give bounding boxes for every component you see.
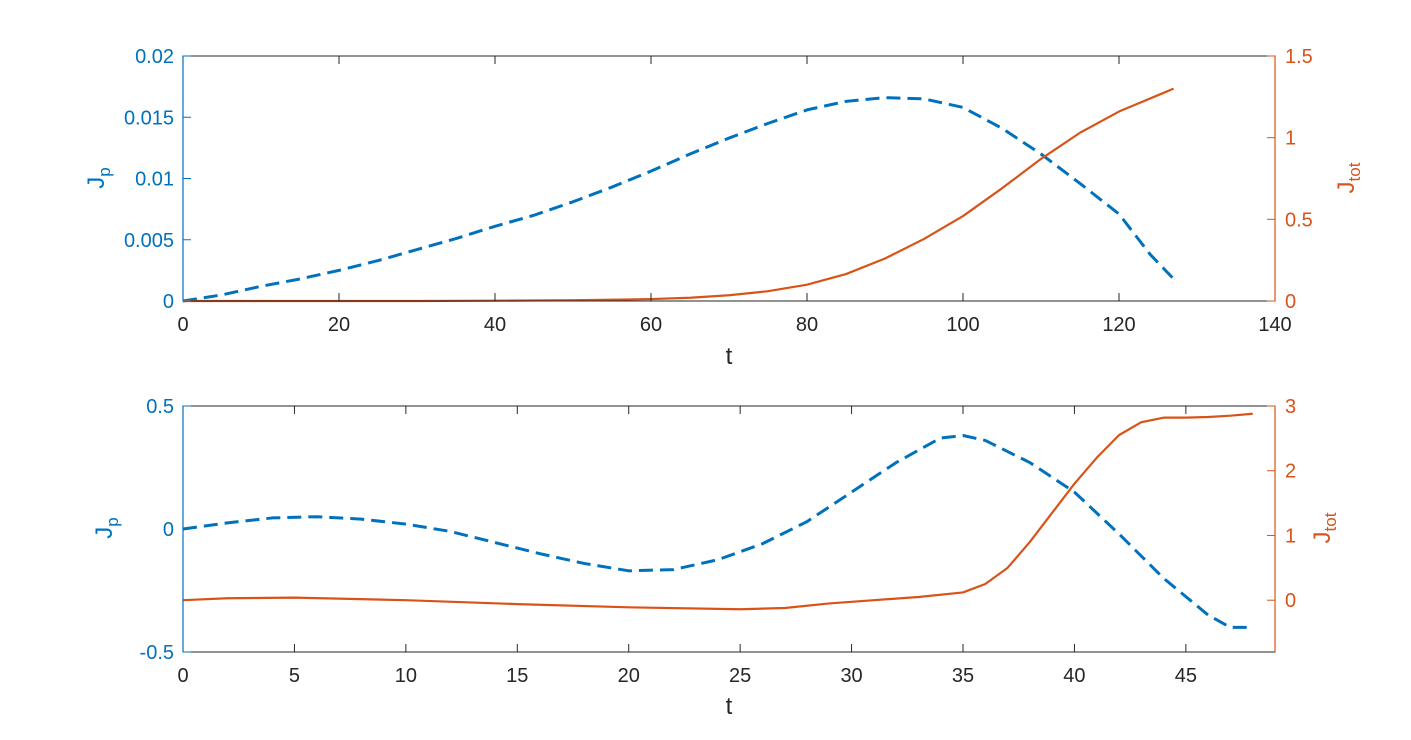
y-axis-right-label: Jtot [1309,512,1340,543]
y-right-tick-label: 1 [1285,128,1296,150]
x-tick-label: 140 [1258,314,1291,336]
y-right-tick-label: 0 [1285,291,1296,313]
y-axis-left-label: Jp [83,167,114,188]
panel-top: 0 20 40 60 80 100 120 140 0 0.005 0.01 0.015 0.02 0… [83,46,1364,370]
x-tick-label: 40 [1063,665,1085,687]
x-tick-label: 45 [1175,665,1197,687]
y-left-tick-label: -0.5 [140,642,174,664]
y-axis-right-label: Jtot [1333,162,1364,193]
y-right-tick-label: 0 [1285,590,1296,612]
x-tick-label: 0 [177,314,188,336]
x-tick-label: 120 [1102,314,1135,336]
y-left-tick-label: 0.015 [124,107,174,129]
x-axis: 0 20 40 60 80 100 120 140 [177,56,1292,336]
x-axis: 0 5 10 15 20 25 30 35 40 45 [177,406,1197,687]
x-tick-label: 80 [796,314,818,336]
y-left-tick-label: 0.005 [124,230,174,252]
y-axis-left: -0.5 0 0.5 [140,396,191,664]
y-left-tick-label: 0 [163,291,174,313]
y-right-tick-label: 3 [1285,396,1296,418]
y-axis-right: 0 0.5 1 1.5 [1267,46,1313,313]
x-tick-label: 30 [840,665,862,687]
y-left-tick-label: 0.5 [146,396,174,418]
y-left-tick-label: 0.01 [135,169,174,191]
y-axis-left-label: Jp [91,517,122,538]
series-jp-line [182,434,1253,629]
x-axis-label: t [726,343,733,370]
x-tick-label: 35 [952,665,974,687]
x-tick-label: 100 [946,314,979,336]
x-tick-label: 40 [484,314,506,336]
x-tick-label: 60 [640,314,662,336]
y-axis-left: 0 0.005 0.01 0.015 0.02 [124,46,191,313]
x-tick-label: 10 [395,665,417,687]
series-jtot-line [182,412,1253,611]
y-right-tick-label: 1 [1285,525,1296,547]
y-left-tick-label: 0.02 [135,46,174,68]
y-right-tick-label: 2 [1285,461,1296,483]
x-tick-label: 5 [289,665,300,687]
y-right-tick-label: 1.5 [1285,46,1313,68]
x-tick-label: 25 [729,665,751,687]
x-tick-label: 15 [506,665,528,687]
y-right-tick-label: 0.5 [1285,209,1313,231]
series-jp-line [182,96,1175,303]
x-axis-label: t [726,693,733,720]
y-axis-right: 0 1 2 3 [1267,396,1296,652]
y-left-tick-label: 0 [163,519,174,541]
x-tick-label: 0 [177,665,188,687]
x-tick-label: 20 [328,314,350,336]
x-tick-label: 20 [618,665,640,687]
